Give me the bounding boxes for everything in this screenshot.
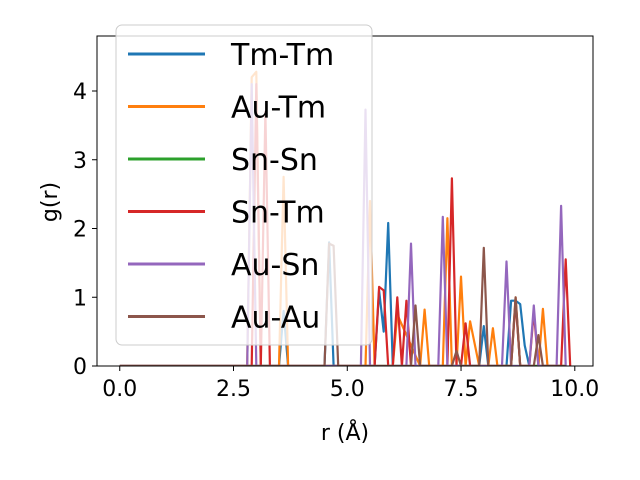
x-axis-title: r (Å) — [321, 419, 369, 446]
x-axis: 0.0 2.5 5.0 7.5 10.0 — [102, 366, 599, 402]
legend-label-tm-tm: Tm-Tm — [230, 38, 334, 73]
legend-label-au-au: Au-Au — [231, 301, 320, 336]
series-line-tm-tm — [119, 221, 566, 366]
y-tick-label: 3 — [73, 149, 87, 174]
legend-box — [115, 24, 373, 346]
x-tick-label: 2.5 — [216, 377, 251, 402]
y-tick-label: 4 — [73, 80, 87, 105]
x-tick-label: 5.0 — [330, 377, 365, 402]
series-line-au-sn — [119, 82, 567, 366]
x-tick-label: 0.0 — [102, 377, 137, 402]
legend-label-au-sn: Au-Sn — [231, 248, 319, 283]
y-tick-label: 2 — [73, 218, 87, 243]
x-tick-label: 7.5 — [444, 377, 479, 402]
y-tick-label: 0 — [73, 355, 87, 380]
y-axis: 0 1 2 3 4 — [73, 80, 97, 380]
y-tick-label: 1 — [73, 286, 87, 311]
legend-label-au-tm: Au-Tm — [231, 91, 326, 126]
x-tick-label: 10.0 — [550, 377, 599, 402]
legend: Tm-Tm Au-Tm Sn-Sn Sn-Tm Au-Sn Au-Au — [115, 24, 373, 346]
legend-label-sn-sn: Sn-Sn — [231, 143, 318, 178]
y-axis-title: g(r) — [38, 182, 63, 222]
legend-label-sn-tm: Sn-Tm — [231, 196, 325, 231]
